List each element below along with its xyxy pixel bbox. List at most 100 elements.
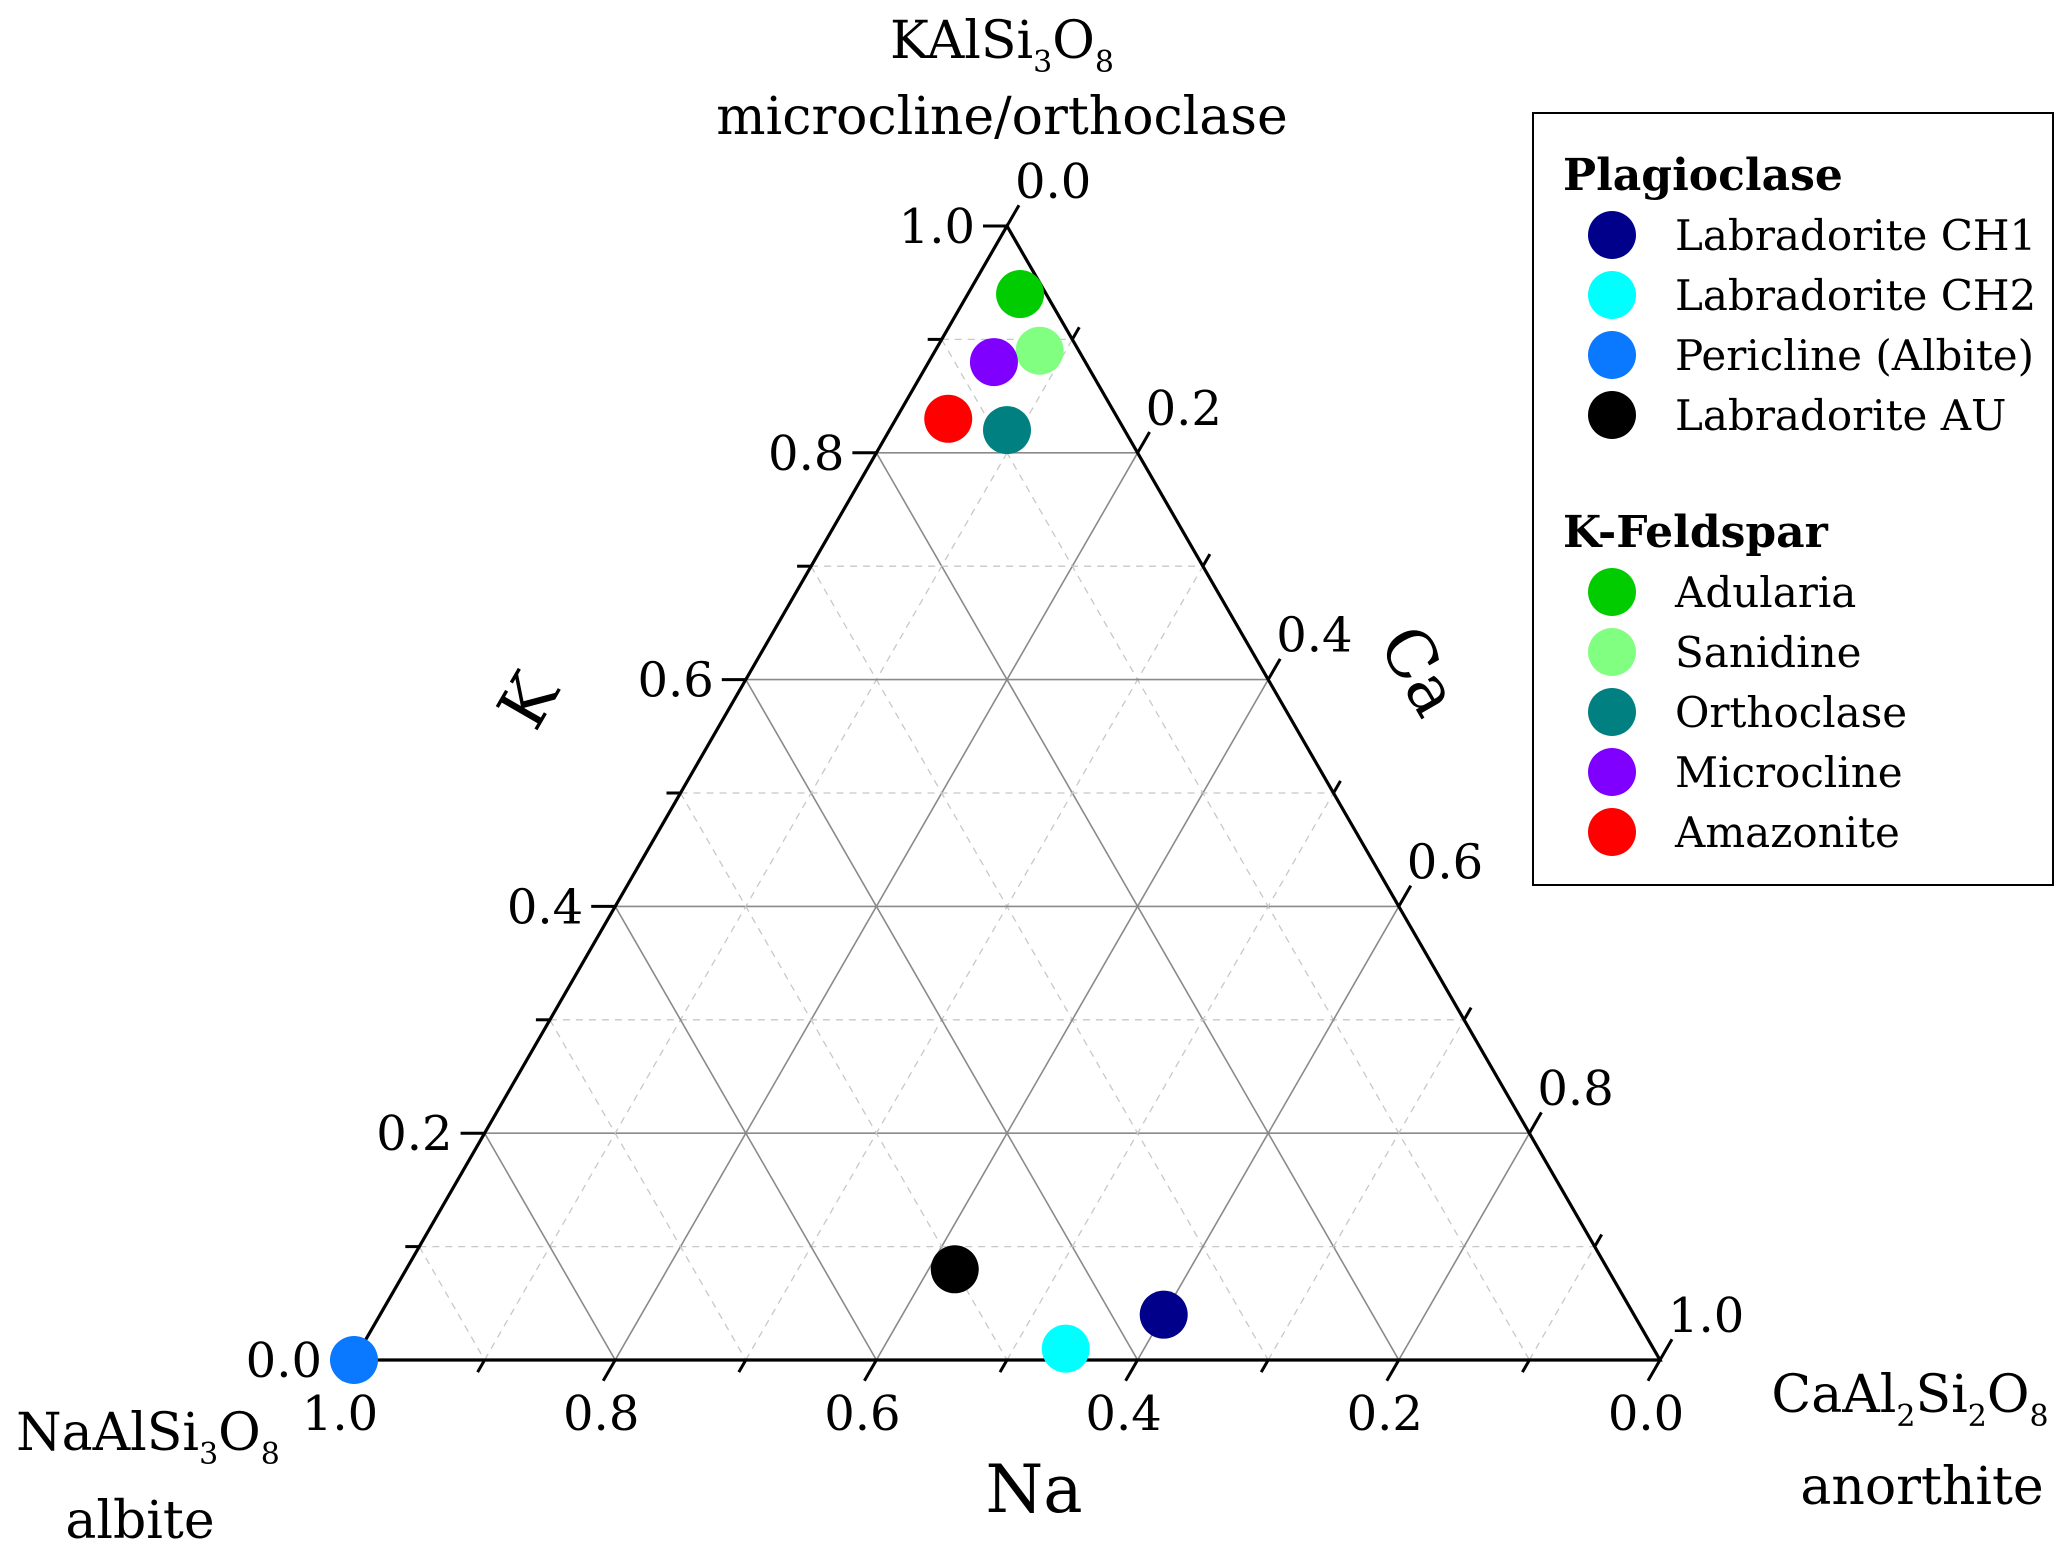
data-point-orthoclase [983,406,1031,455]
legend-entry-label: Labradorite CH2 [1675,271,2036,320]
legend-entry-label: Labradorite AU [1675,391,2006,440]
tick-mark-na [737,1359,748,1373]
tick-mark-ca [1332,780,1342,794]
legend-entry-label: Orthoclase [1675,688,1907,737]
tick-mark-na [1646,1359,1662,1382]
tick-label-na: 1.0 [302,1386,378,1442]
legend-entry-label: Labradorite CH1 [1675,211,2036,260]
axis-title-ca: Ca [1364,613,1476,729]
formula-part: Si [1915,1365,1967,1425]
legend-marker [1588,688,1636,736]
tick-mark-ca [1658,1338,1674,1361]
formula-part: O [218,1403,261,1463]
vertex-right-formula: CaAl2Si2O8 [1771,1365,2048,1434]
tick-label-ca: 0.0 [1015,154,1091,210]
legend-marker [1588,211,1636,259]
tick-mark-ca [1005,204,1021,227]
tick-label-na: 0.4 [1085,1386,1161,1442]
legend-marker [1588,568,1636,616]
tick-label-k: 1.0 [899,199,975,255]
data-point-amazonite [924,394,973,443]
tick-label-na: 0.2 [1347,1386,1423,1442]
tick-label-na: 0.0 [1608,1386,1684,1442]
tick-mark-na [476,1359,486,1373]
legend-entry-label: Amazonite [1674,808,1900,857]
tick-label-k: 0.0 [246,1333,322,1389]
data-points [330,270,1188,1384]
grid-line-ca [1136,906,1400,1361]
grid-line-ca [1528,1246,1596,1361]
tick-mark-na [1385,1359,1401,1382]
formula-subscript: 8 [1095,45,1114,80]
formula-part: CaAl [1771,1365,1896,1425]
grid-line-ca [484,339,1073,1361]
tick-label-ca: 1.0 [1668,1288,1744,1344]
legend-marker [1588,271,1636,319]
tick-label-k: 0.2 [376,1106,452,1162]
data-point-labradorite-au [930,1245,979,1294]
data-point-microcline [969,338,1018,387]
grid-line-na [483,1132,616,1361]
axis-title-k: K [483,659,575,742]
grid-line-na [418,1246,486,1361]
tick-mark-ca [1593,1233,1603,1248]
tick-labels: 0.00.01.00.20.20.80.40.40.60.60.60.40.80… [246,154,1745,1442]
axis-title-na: Na [985,1451,1082,1528]
grid-line-ca [1006,792,1335,1361]
formula-subscript: 3 [1033,45,1052,80]
vertex-top-formula: KAlSi3O8 [890,11,1114,80]
formula-subscript: 8 [261,1437,280,1472]
tick-label-ca: 0.8 [1537,1061,1613,1117]
tick-mark-ca [1397,884,1413,908]
data-point-pericline-albite [330,1336,378,1384]
legend-entry-label: Microcline [1675,748,1903,797]
grid-line-na [941,339,1530,1361]
formula-part: O [1987,1365,2030,1425]
tick-label-k: 0.8 [768,426,844,482]
legend-marker [1588,628,1636,676]
vertex-top-mineral: microcline/orthoclase [716,87,1287,147]
grid-line-na [810,565,1269,1361]
legend-entry-label: Pericline (Albite) [1675,331,2034,380]
grid-line-ca [745,565,1204,1361]
legend-marker [1588,391,1636,439]
legend-entry-label: Adularia [1674,568,1856,617]
data-point-labradorite-ch2 [1041,1324,1090,1373]
formula-subscript: 2 [1968,1399,1987,1434]
tick-label-ca: 0.6 [1407,834,1483,890]
tick-label-ca: 0.4 [1276,608,1352,664]
tick-label-k: 0.4 [507,879,583,935]
legend-group-header: Plagioclase [1563,150,1843,201]
formula-subscript: 3 [199,1437,218,1472]
grid-line-ca [1267,1019,1465,1361]
data-point-adularia [996,270,1045,319]
vertex-right-mineral: anorthite [1800,1457,2043,1517]
legend-marker [1588,808,1636,856]
tick-mark-na [601,1359,617,1382]
tick-label-na: 0.8 [563,1386,639,1442]
legend: Plagioclase Labradorite CH1 Labradorite CH… [1532,112,2054,886]
grid-line-ca [1398,1132,1531,1361]
legend-entry-label: Sanidine [1675,628,1862,677]
grid-line-na [549,1019,747,1361]
tick-mark-na [1259,1359,1270,1373]
tick-mark-ca [1201,553,1212,567]
grid-line-na [679,792,1008,1361]
tick-mark-ca [1462,1006,1473,1021]
formula-subscript: 8 [2029,1399,2048,1434]
tick-label-k: 0.6 [637,653,713,709]
data-point-sanidine [1015,326,1064,375]
legend-marker [1588,748,1636,796]
formula-part: O [1052,11,1095,71]
tick-mark-na [1124,1359,1139,1382]
formula-subscript: 2 [1896,1399,1915,1434]
grid-lines [418,338,1596,1361]
legend-group-header: K-Feldspar [1563,507,1829,558]
grid-line-na [614,906,878,1361]
tick-mark-ca [1528,1111,1543,1134]
tick-label-ca: 0.2 [1146,381,1222,437]
tick-label-na: 0.6 [824,1386,900,1442]
vertex-left-mineral: albite [65,1491,214,1551]
tick-mark-ca [1266,658,1282,681]
